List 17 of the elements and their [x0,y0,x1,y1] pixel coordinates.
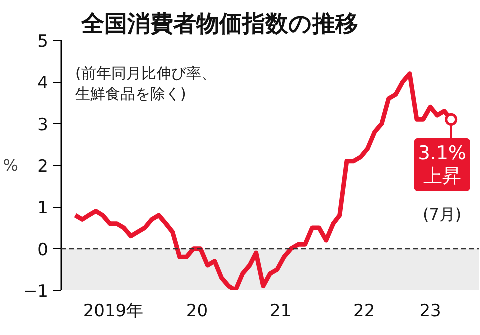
chart-title: 全国消費者物価指数の推移 [80,12,358,38]
y-tick-label: 2 [38,157,49,177]
x-tick-label: 22 [354,302,376,322]
y-tick-label: −1 [23,282,48,302]
x-tick-label: 20 [186,302,208,322]
y-tick-label: 1 [38,198,49,219]
y-tick-label: 3 [38,115,49,136]
y-axis-title: % [3,156,18,175]
x-tick-label: 23 [420,302,442,322]
annotation: 3.1% 上昇 [418,142,466,188]
text: (前年同月比伸び率、生鮮食品を除く) [76,64,216,104]
annotation: (7月) [423,205,462,224]
y-tick-label: 4 [38,74,49,94]
y-tick-label: 0 [38,240,49,260]
y-tick-label: 5 [38,32,49,52]
x-tick-label: 21 [270,302,292,322]
x-tick-label: 2019年 [83,302,144,322]
